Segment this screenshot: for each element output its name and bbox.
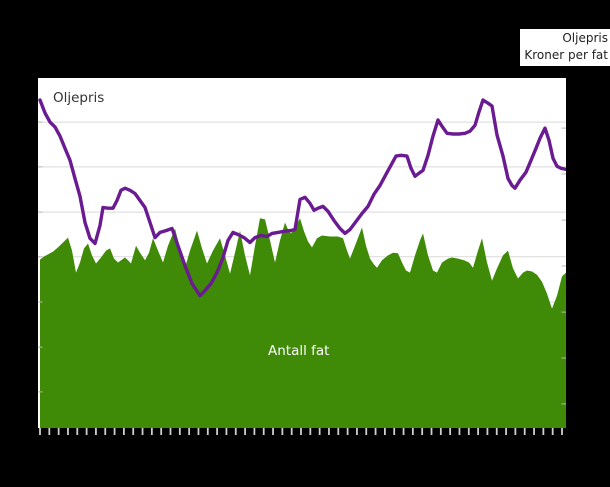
chart-svg	[38, 98, 566, 428]
legend-line-kroner-per-fat: Kroner per fat	[524, 48, 608, 62]
x-axis	[38, 428, 566, 438]
legend-box: Oljepris Kroner per fat	[520, 29, 610, 66]
right-axis-ticks	[561, 127, 566, 405]
oil-price-line-series	[38, 98, 566, 298]
x-axis-ticks	[39, 428, 563, 435]
barrels-series-label: Antall fat	[268, 343, 330, 359]
left-axis-ticks	[38, 121, 43, 393]
barrels-area-series	[40, 218, 566, 428]
plot-area	[38, 78, 566, 428]
oil-price-series-label: Oljepris	[53, 90, 105, 106]
legend-line-oljepris: Oljepris	[562, 31, 608, 45]
